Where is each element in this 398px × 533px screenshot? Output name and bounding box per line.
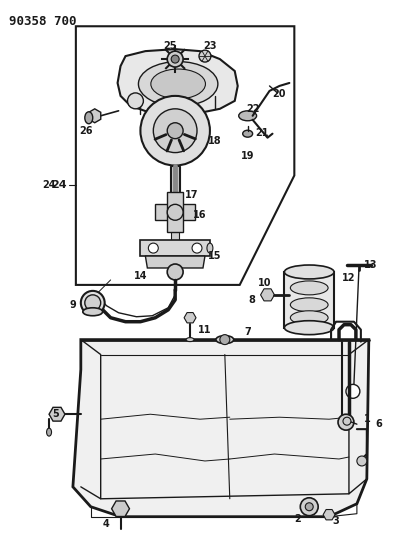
Circle shape: [81, 291, 105, 315]
Text: 21: 21: [255, 128, 268, 138]
Text: 7: 7: [244, 327, 251, 337]
Polygon shape: [117, 49, 238, 115]
Circle shape: [305, 503, 313, 511]
Text: 22: 22: [246, 104, 259, 114]
Ellipse shape: [291, 311, 328, 325]
Ellipse shape: [151, 69, 205, 99]
Ellipse shape: [285, 265, 334, 279]
Circle shape: [171, 55, 179, 63]
Circle shape: [167, 264, 183, 280]
Polygon shape: [167, 192, 183, 232]
Circle shape: [220, 335, 230, 345]
Circle shape: [346, 384, 360, 398]
Text: 90358 700: 90358 700: [9, 15, 77, 28]
Text: 11: 11: [198, 325, 212, 335]
Polygon shape: [145, 256, 205, 268]
Bar: [170, 166, 180, 200]
Polygon shape: [184, 312, 196, 323]
Text: 4: 4: [102, 519, 109, 529]
Text: 13: 13: [364, 260, 378, 270]
Text: 18: 18: [208, 136, 222, 146]
Polygon shape: [111, 501, 129, 516]
Text: 17: 17: [185, 190, 199, 200]
Text: 10: 10: [258, 278, 271, 288]
Polygon shape: [155, 204, 195, 220]
Ellipse shape: [285, 321, 334, 335]
Circle shape: [148, 243, 158, 253]
Circle shape: [199, 50, 211, 62]
Polygon shape: [261, 289, 275, 301]
Ellipse shape: [239, 111, 257, 121]
Polygon shape: [49, 407, 65, 421]
Circle shape: [300, 498, 318, 516]
Text: 24: 24: [42, 181, 56, 190]
Text: 19: 19: [241, 151, 254, 160]
Ellipse shape: [85, 112, 93, 124]
Circle shape: [357, 456, 367, 466]
Ellipse shape: [216, 336, 234, 344]
Ellipse shape: [243, 130, 253, 137]
Text: 1: 1: [363, 414, 370, 424]
Ellipse shape: [207, 243, 213, 253]
Text: 3: 3: [333, 515, 339, 526]
Ellipse shape: [139, 62, 218, 107]
Text: 12: 12: [342, 273, 356, 283]
Ellipse shape: [83, 308, 103, 316]
Circle shape: [127, 93, 143, 109]
Text: 6: 6: [375, 419, 382, 429]
Polygon shape: [76, 26, 295, 285]
Circle shape: [167, 123, 183, 139]
Text: 24: 24: [51, 181, 67, 190]
Bar: [285, 272, 334, 328]
Text: 15: 15: [208, 251, 222, 261]
Circle shape: [338, 414, 354, 430]
Text: 9: 9: [70, 300, 76, 310]
Ellipse shape: [291, 281, 328, 295]
Bar: [171, 220, 179, 242]
Text: 14: 14: [134, 271, 147, 281]
Text: 8: 8: [248, 295, 255, 305]
Polygon shape: [89, 109, 101, 123]
Text: 2: 2: [294, 514, 300, 524]
Text: 5: 5: [53, 409, 59, 419]
Polygon shape: [73, 340, 369, 516]
Text: 16: 16: [193, 210, 207, 220]
Ellipse shape: [186, 337, 194, 342]
Text: 20: 20: [273, 89, 286, 99]
Circle shape: [140, 96, 210, 166]
Circle shape: [167, 51, 183, 67]
Circle shape: [167, 204, 183, 220]
Circle shape: [85, 295, 101, 311]
Ellipse shape: [47, 428, 51, 436]
Polygon shape: [323, 510, 335, 520]
Text: 26: 26: [79, 126, 93, 136]
Polygon shape: [140, 240, 210, 256]
Text: 23: 23: [203, 41, 217, 51]
Circle shape: [192, 243, 202, 253]
Ellipse shape: [291, 298, 328, 312]
Text: 25: 25: [164, 41, 177, 51]
Circle shape: [343, 417, 351, 425]
Circle shape: [153, 109, 197, 152]
